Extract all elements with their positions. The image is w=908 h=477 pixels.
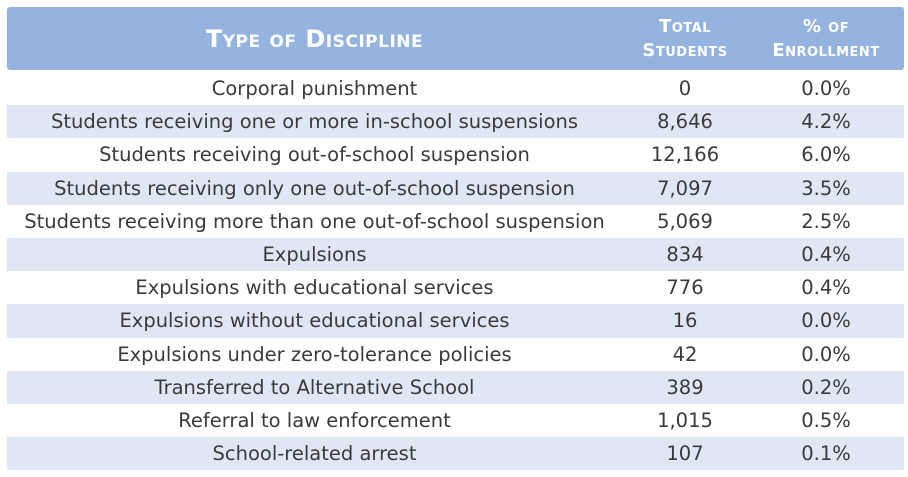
discipline-table: Type of Discipline Total Students % of E… xyxy=(7,7,904,471)
cell-total-students: 389 xyxy=(666,375,704,399)
cell-total-students: 0 xyxy=(678,77,692,101)
header-pct-enrollment: % of Enrollment xyxy=(748,7,904,70)
table-row: Students receiving more than one out-of-… xyxy=(7,205,904,238)
cell-total-students: 776 xyxy=(666,276,704,300)
table-row: Expulsions 834 0.4% xyxy=(7,237,904,272)
cell-type: Transferred to Alternative School xyxy=(154,375,475,399)
header-total-line2: Students xyxy=(642,39,728,61)
header-pct-line1: % of xyxy=(802,15,850,37)
cell-type: Expulsions without educational services xyxy=(119,309,510,333)
cell-pct-enrollment: 0.2% xyxy=(801,375,851,399)
cell-type: Students receiving one or more in-school… xyxy=(50,110,579,134)
table-row: Students receiving out-of-school suspens… xyxy=(7,138,904,171)
table-header: Type of Discipline Total Students % of E… xyxy=(7,7,904,70)
cell-total-students: 12,166 xyxy=(650,143,720,167)
cell-type: School-related arrest xyxy=(212,442,417,466)
table-row: Students receiving only one out-of-schoo… xyxy=(7,171,904,205)
cell-total-students: 107 xyxy=(666,442,704,466)
cell-total-students: 16 xyxy=(672,309,698,333)
table-row: Expulsions under zero-tolerance policies… xyxy=(7,338,904,371)
cell-pct-enrollment: 6.0% xyxy=(801,143,851,167)
cell-type: Expulsions xyxy=(262,243,367,267)
header-pct-line2: Enrollment xyxy=(772,39,880,61)
table-row: Expulsions without educational services 1… xyxy=(7,304,904,338)
cell-type: Students receiving out-of-school suspens… xyxy=(99,143,530,167)
cell-total-students: 1,015 xyxy=(657,408,713,432)
table-row: Referral to law enforcement 1,015 0.5% xyxy=(7,404,904,437)
table-row: Transferred to Alternative School 389 0.2% xyxy=(7,370,904,404)
cell-type: Expulsions with educational services xyxy=(135,276,494,300)
cell-type: Students receiving more than one out-of-… xyxy=(24,209,605,233)
cell-type: Corporal punishment xyxy=(211,77,418,101)
table-body: Corporal punishment 0 0.0% Students receivi… xyxy=(7,72,904,471)
header-type-label: Type of Discipline xyxy=(205,24,424,53)
header-total-students: Total Students xyxy=(622,7,748,70)
cell-type: Expulsions under zero-tolerance policies xyxy=(117,342,512,366)
cell-pct-enrollment: 0.1% xyxy=(801,442,851,466)
cell-pct-enrollment: 0.4% xyxy=(801,243,851,267)
cell-total-students: 7,097 xyxy=(657,176,713,200)
cell-type: Referral to law enforcement xyxy=(178,408,451,432)
cell-pct-enrollment: 0.0% xyxy=(801,342,851,366)
table-row: Corporal punishment 0 0.0% xyxy=(7,72,904,105)
cell-pct-enrollment: 2.5% xyxy=(801,209,851,233)
cell-pct-enrollment: 4.2% xyxy=(801,110,851,134)
cell-total-students: 42 xyxy=(672,342,698,366)
table-row: School-related arrest 107 0.1% xyxy=(7,437,904,471)
cell-total-students: 5,069 xyxy=(657,209,713,233)
header-total-line1: Total xyxy=(658,15,712,37)
cell-pct-enrollment: 0.5% xyxy=(801,408,851,432)
cell-total-students: 8,646 xyxy=(657,110,713,134)
table-row: Expulsions with educational services 776 0… xyxy=(7,271,904,304)
cell-pct-enrollment: 3.5% xyxy=(801,176,851,200)
header-type-of-discipline: Type of Discipline xyxy=(7,7,622,70)
cell-total-students: 834 xyxy=(666,243,704,267)
cell-pct-enrollment: 0.0% xyxy=(801,77,851,101)
table-row: Students receiving one or more in-school… xyxy=(7,105,904,139)
cell-pct-enrollment: 0.0% xyxy=(801,309,851,333)
cell-type: Students receiving only one out-of-schoo… xyxy=(54,176,575,200)
cell-pct-enrollment: 0.4% xyxy=(801,276,851,300)
